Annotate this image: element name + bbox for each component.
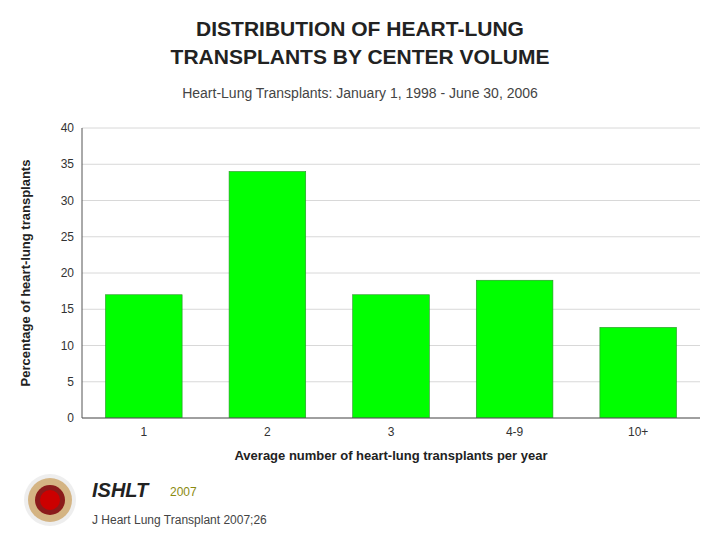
grid (82, 128, 700, 418)
grid-line (82, 418, 700, 419)
bar (353, 295, 430, 418)
x-tick-label: 4-9 (506, 425, 524, 439)
bar (476, 280, 553, 418)
y-tick-label: 0 (67, 411, 74, 425)
logo-ring (24, 474, 76, 526)
chart-svg: DISTRIBUTION OF HEART-LUNG TRANSPLANTS BY… (0, 0, 720, 540)
footer-year: 2007 (170, 485, 197, 499)
y-tick-label: 25 (61, 230, 75, 244)
logo (24, 474, 76, 526)
logo-ring (35, 485, 65, 515)
grid-line (82, 273, 700, 274)
grid-line (82, 128, 700, 129)
logo-center (40, 490, 60, 510)
y-tick-label: 20 (61, 266, 75, 280)
grid-line (82, 164, 700, 165)
bar (229, 172, 306, 419)
chart-container: DISTRIBUTION OF HEART-LUNG TRANSPLANTS BY… (0, 0, 720, 540)
subtitle: Heart-Lung Transplants: January 1, 1998 … (182, 85, 538, 101)
y-tick-label: 5 (67, 375, 74, 389)
y-tick-label: 15 (61, 302, 75, 316)
y-tick-label: 40 (61, 121, 75, 135)
x-tick-label: 2 (264, 425, 271, 439)
footer-org: ISHLT (92, 479, 150, 501)
logo-ring (28, 478, 72, 522)
x-tick-label: 1 (140, 425, 147, 439)
x-tick-label: 3 (388, 425, 395, 439)
footer-journal: J Heart Lung Transplant 2007;26 (92, 513, 267, 527)
bars (105, 172, 676, 419)
y-axis-line (82, 128, 83, 418)
x-axis-label: Average number of heart-lung transplants… (234, 448, 547, 463)
bar (600, 327, 677, 418)
y-tick-label: 10 (61, 339, 75, 353)
title: TRANSPLANTS BY CENTER VOLUME (171, 45, 550, 68)
y-tick-label: 35 (61, 157, 75, 171)
title: DISTRIBUTION OF HEART-LUNG (196, 17, 524, 40)
grid-line (82, 236, 700, 237)
bar (105, 295, 182, 418)
grid-line (82, 200, 700, 201)
x-axis-line (82, 418, 700, 419)
x-tick-label: 10+ (628, 425, 648, 439)
y-axis-label: Percentage of heart-lung transplants (18, 160, 33, 387)
y-tick-label: 30 (61, 194, 75, 208)
